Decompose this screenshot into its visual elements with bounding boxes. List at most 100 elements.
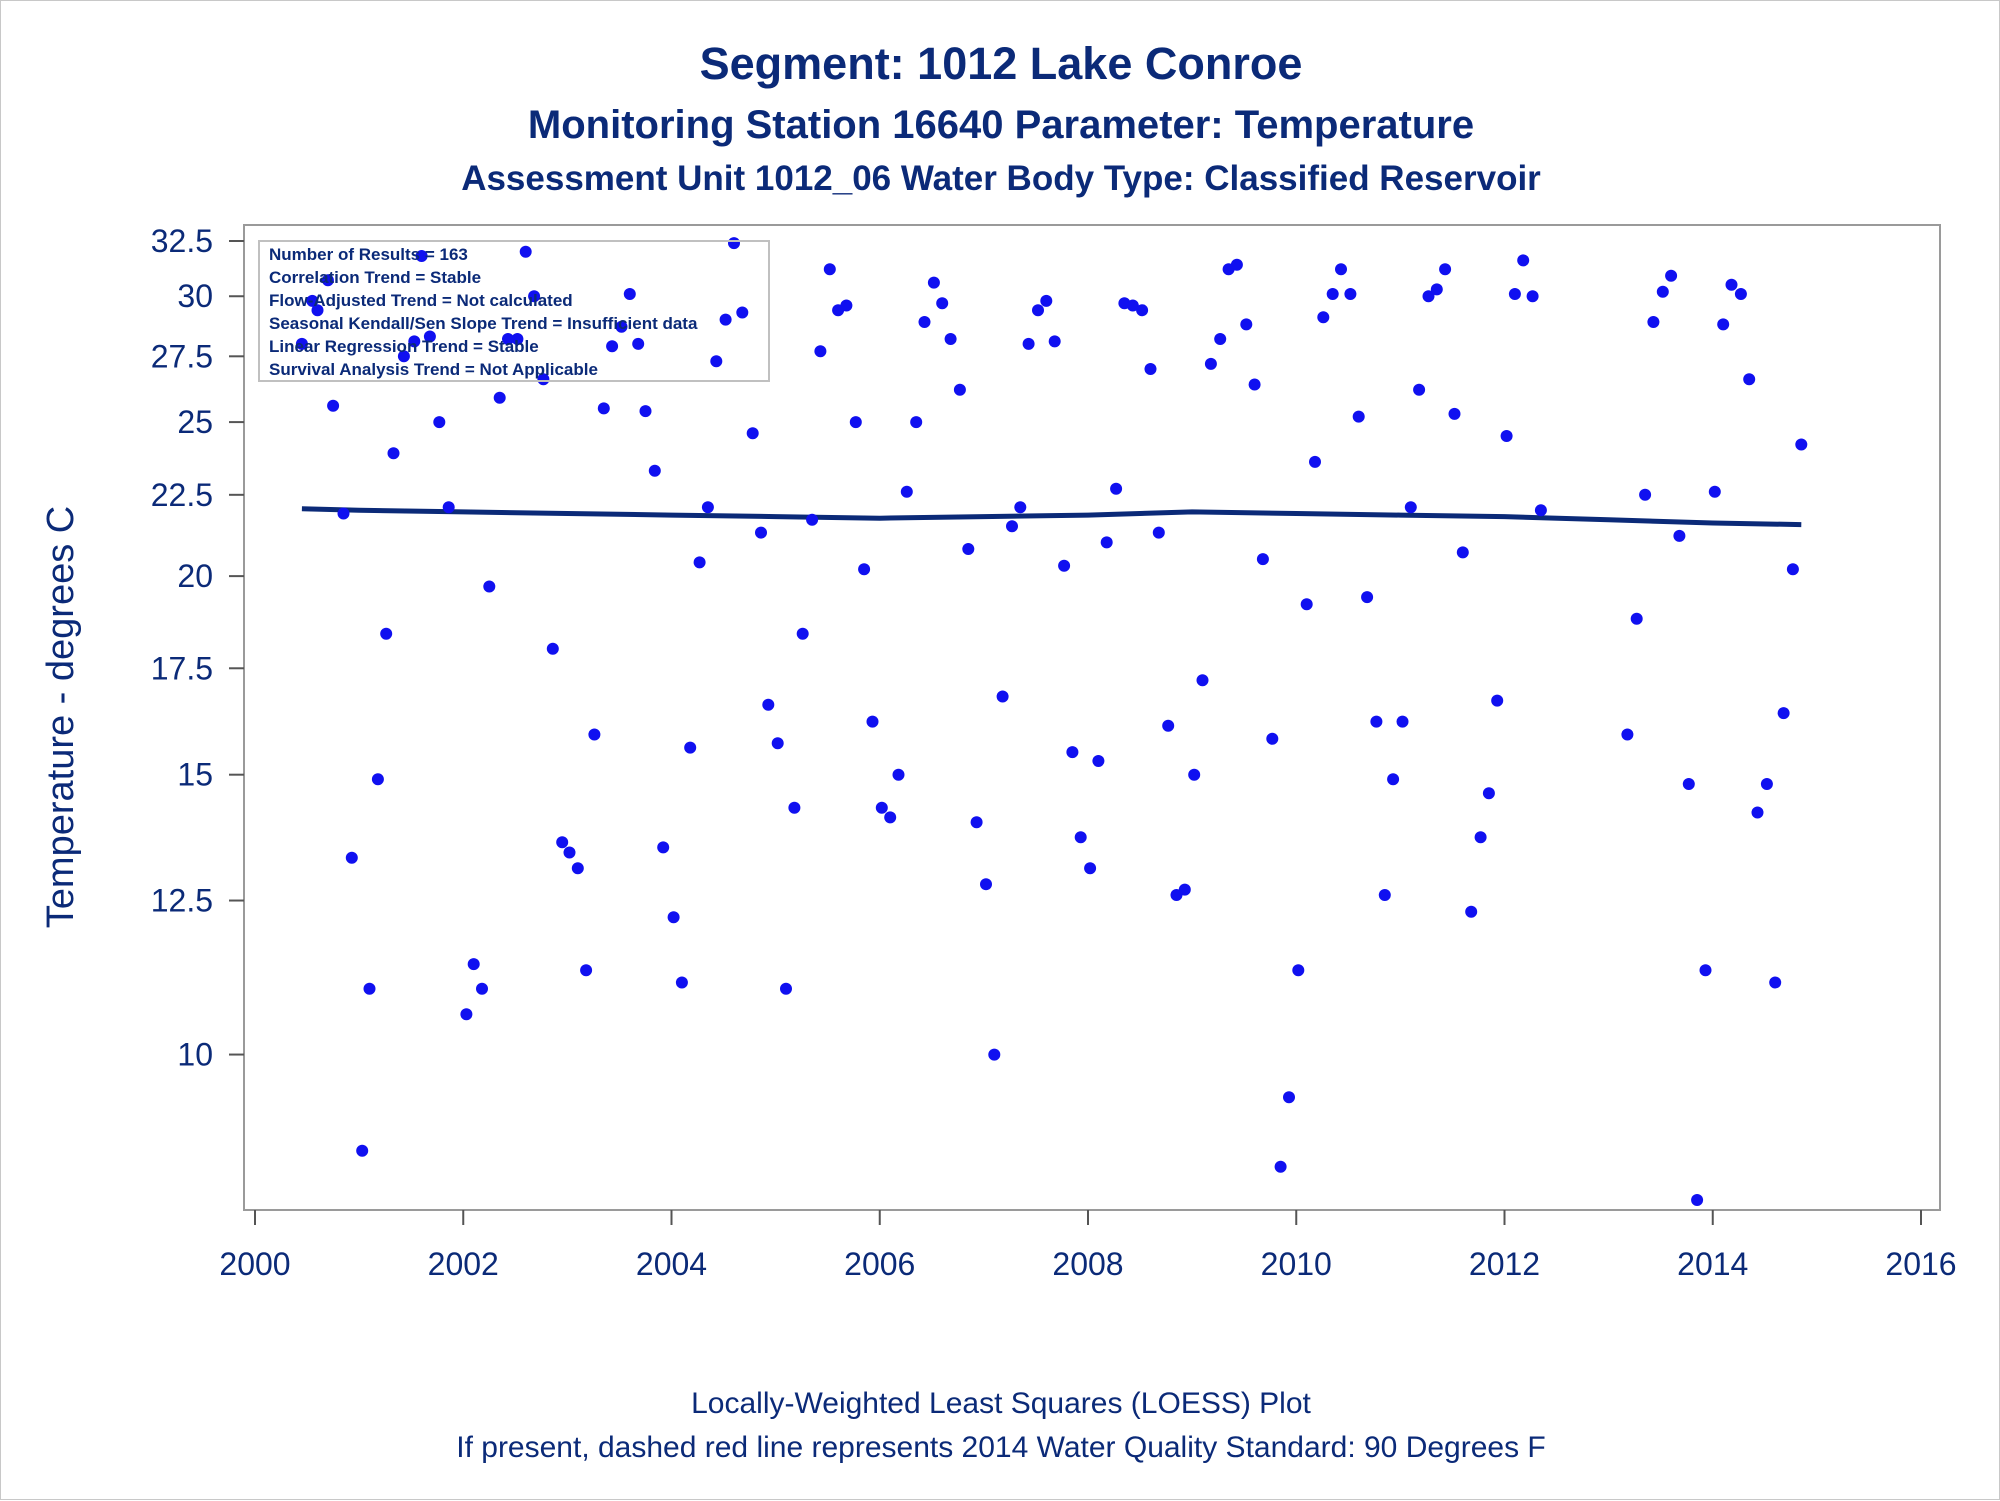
data-point [1344,288,1357,300]
data-point [467,958,480,971]
stats-line-flow-adjusted: Flow-Adjusted Trend = Not calculated [269,291,573,310]
data-point [892,768,905,781]
data-point [1092,755,1105,767]
data-point [719,313,732,326]
data-point [519,245,532,258]
data-point [1022,337,1035,350]
data-point [639,405,652,418]
data-point [423,330,436,343]
data-point [1708,485,1721,498]
data-point [295,337,308,350]
x-tick-label: 2000 [219,1246,290,1282]
data-point [1352,410,1365,423]
data-point [814,345,827,358]
data-point [1665,269,1678,282]
data-point [875,801,888,814]
y-tick-label: 32.5 [151,223,213,259]
data-point [796,627,809,640]
data-point [1682,778,1695,790]
data-point [1370,715,1383,728]
data-point [363,982,376,995]
data-point [1508,288,1521,300]
data-point [1769,976,1782,989]
data-point [1136,304,1149,317]
data-point [408,335,421,348]
data-point [493,391,506,404]
y-axis-label: Temperature - degrees C [40,506,82,928]
data-point [980,878,992,891]
data-point [755,526,767,539]
data-point [380,627,393,640]
data-point [1230,258,1243,271]
data-point [1777,707,1790,720]
data-point [580,964,593,977]
data-point [623,288,636,300]
data-point [563,846,576,859]
data-point [858,563,871,576]
data-point [1110,482,1123,495]
data-point [1795,438,1808,451]
data-point [1144,363,1157,375]
data-point [1256,553,1269,566]
data-point [648,464,661,477]
data-point [866,715,879,728]
data-point [1691,1194,1704,1206]
chart-subtitle: Monitoring Station 16640 Parameter: Temp… [528,103,1474,147]
chart-subtitle-2: Assessment Unit 1012_06 Water Body Type:… [461,159,1541,198]
data-point [927,276,940,289]
data-point [356,1144,369,1157]
data-point [910,416,923,429]
data-point [483,580,496,593]
data-point [1656,285,1669,298]
y-tick-label: 27.5 [151,338,213,374]
data-point [675,976,688,989]
data-point [1014,501,1027,514]
data-point [684,741,697,754]
data-point [771,737,784,750]
data-point [1717,318,1730,331]
data-point [1673,529,1686,542]
data-point [1526,290,1539,303]
x-tick-label: 2014 [1677,1246,1748,1282]
data-point [1178,883,1191,896]
data-point [387,447,400,460]
data-point [502,333,514,345]
data-point [1214,333,1227,345]
data-point [1621,728,1634,741]
data-point [1300,598,1313,611]
data-point [806,513,819,526]
data-point [1422,290,1435,303]
data-point [1006,520,1018,533]
data-point [701,501,714,514]
data-point [1630,612,1643,625]
data-point [1162,719,1175,732]
footnote-standard: If present, dashed red line represents 2… [456,1431,1546,1464]
data-point [1725,278,1738,291]
x-tick-label: 2008 [1052,1246,1123,1282]
x-tick-label: 2010 [1261,1246,1332,1282]
data-point [1760,778,1773,790]
data-point [1084,862,1097,875]
data-point [1274,1160,1287,1173]
x-tick-label: 2012 [1469,1246,1540,1282]
data-point [1196,674,1209,687]
data-point [970,816,983,829]
data-point [327,399,340,412]
data-point [546,642,559,655]
data-point [321,274,334,287]
data-point [397,350,410,363]
chart-title: Segment: 1012 Lake Conroe [700,38,1303,89]
data-point [556,836,569,849]
y-tick-label: 15 [177,757,213,793]
x-tick-label: 2002 [428,1246,499,1282]
data-point [1786,563,1799,576]
data-point [1248,378,1261,391]
data-point [345,851,358,864]
data-point [953,383,966,396]
data-point [1100,536,1113,549]
stats-box-border [258,240,770,382]
data-point [1413,383,1426,396]
data-point [944,333,957,345]
